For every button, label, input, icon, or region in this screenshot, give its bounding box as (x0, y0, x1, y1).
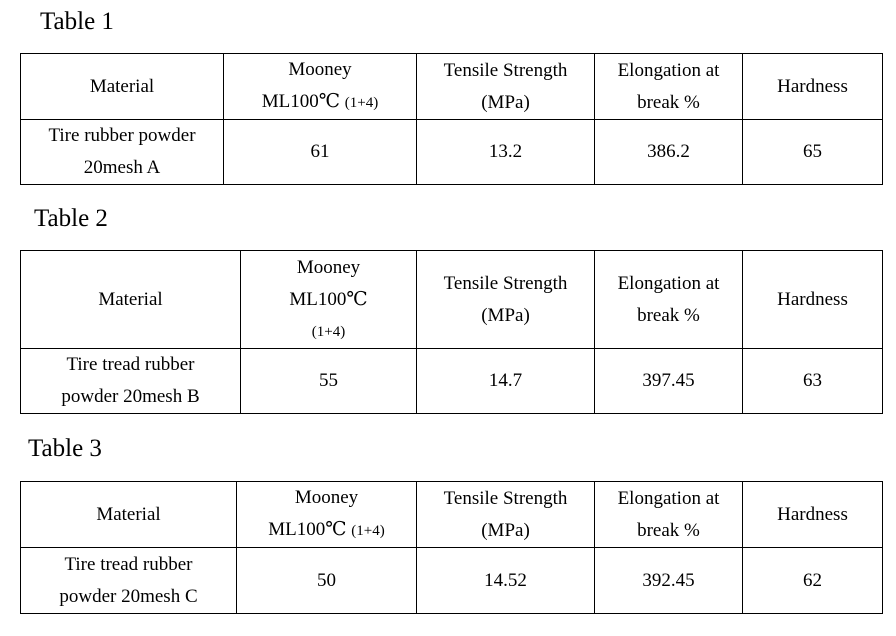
elongation-header: Elongation at break % (594, 250, 743, 349)
elongation-header-line2: break % (637, 519, 700, 541)
tensile-header-line1: Tensile Strength (443, 59, 568, 81)
mooney-header-unit: ML100℃ (268, 519, 347, 540)
elongation-cell: 397.45 (594, 348, 743, 414)
hardness-cell: 65 (742, 119, 883, 185)
table-3-caption: Table 3 (28, 435, 102, 462)
hardness-cell: 63 (742, 348, 883, 414)
mooney-cell: 50 (236, 547, 417, 614)
elongation-cell: 392.45 (594, 547, 743, 614)
mooney-header-condition: (1+4) (351, 523, 385, 539)
material-cell-line1: Tire rubber powder (48, 125, 196, 146)
tensile-cell: 14.52 (416, 547, 595, 614)
mooney-cell: 61 (223, 119, 417, 185)
material-header: Material (20, 481, 237, 548)
material-header: Material (20, 250, 241, 349)
elongation-header: Elongation at break % (594, 481, 743, 548)
tensile-header: Tensile Strength (MPa) (416, 481, 595, 548)
elongation-header-line1: Elongation at (617, 59, 720, 81)
hardness-cell: 62 (742, 547, 883, 614)
mooney-header: Mooney ML100℃ (1+4) (236, 481, 417, 548)
table-2-data-row: Tire tread rubber powder 20mesh B 55 14.… (20, 348, 883, 414)
table-1-caption: Table 1 (40, 8, 114, 35)
hardness-header: Hardness (742, 53, 883, 120)
elongation-header-line2: break % (637, 304, 700, 326)
elongation-cell: 386.2 (594, 119, 743, 185)
material-cell-line1: Tire tread rubber (64, 553, 193, 575)
tensile-cell: 14.7 (416, 348, 595, 414)
mooney-header-unit: ML100℃ (261, 91, 341, 112)
mooney-header-line1: Mooney (294, 487, 359, 508)
material-cell: Tire rubber powder 20mesh A (20, 119, 224, 185)
mooney-header-line2: ML100℃ (1+4) (224, 86, 416, 119)
elongation-header-line2: break % (637, 91, 700, 113)
elongation-header-line1: Elongation at (617, 487, 720, 509)
table-2-caption: Table 2 (34, 205, 108, 232)
mooney-header-condition: (1+4) (344, 95, 379, 111)
hardness-header: Hardness (742, 250, 883, 349)
hardness-header: Hardness (742, 481, 883, 548)
mooney-cell: 55 (240, 348, 417, 414)
mooney-header-line2: ML100℃ (289, 288, 368, 310)
material-cell-line2: powder 20mesh C (59, 585, 198, 607)
material-cell-line2: powder 20mesh B (61, 386, 200, 407)
tensile-header-line1: Tensile Strength (443, 487, 568, 509)
mooney-header: Mooney ML100℃ (1+4) (223, 53, 417, 120)
material-cell-line2: 20mesh A (83, 157, 161, 178)
table-1-data-row: Tire rubber powder 20mesh A 61 13.2 386.… (20, 119, 883, 185)
tensile-header-line2: (MPa) (481, 304, 530, 326)
table-2: Material Mooney ML100℃ (1+4) Tensile Str… (20, 250, 883, 414)
material-header: Material (20, 53, 224, 120)
tensile-header: Tensile Strength (MPa) (416, 53, 595, 120)
table-1: Material Mooney ML100℃ (1+4) Tensile Str… (20, 53, 883, 185)
mooney-header-line1: Mooney (288, 59, 352, 80)
material-cell-line1: Tire tread rubber (66, 354, 195, 375)
tensile-header: Tensile Strength (MPa) (416, 250, 595, 349)
table-1-header-row: Material Mooney ML100℃ (1+4) Tensile Str… (20, 53, 883, 120)
mooney-header-condition: (1+4) (311, 323, 346, 340)
tensile-header-line2: (MPa) (481, 91, 530, 113)
tensile-cell: 13.2 (416, 119, 595, 185)
tensile-header-line2: (MPa) (481, 519, 530, 541)
elongation-header: Elongation at break % (594, 53, 743, 120)
material-cell: Tire tread rubber powder 20mesh C (20, 547, 237, 614)
material-cell: Tire tread rubber powder 20mesh B (20, 348, 241, 414)
elongation-header-line1: Elongation at (617, 272, 720, 294)
mooney-header-line2: ML100℃ (1+4) (237, 514, 416, 547)
table-2-header-row: Material Mooney ML100℃ (1+4) Tensile Str… (20, 250, 883, 349)
mooney-header: Mooney ML100℃ (1+4) (240, 250, 417, 349)
table-3-header-row: Material Mooney ML100℃ (1+4) Tensile Str… (20, 481, 883, 548)
tensile-header-line1: Tensile Strength (443, 272, 568, 294)
table-3-data-row: Tire tread rubber powder 20mesh C 50 14.… (20, 547, 883, 614)
mooney-header-line1: Mooney (296, 256, 361, 278)
table-3: Material Mooney ML100℃ (1+4) Tensile Str… (20, 481, 883, 614)
